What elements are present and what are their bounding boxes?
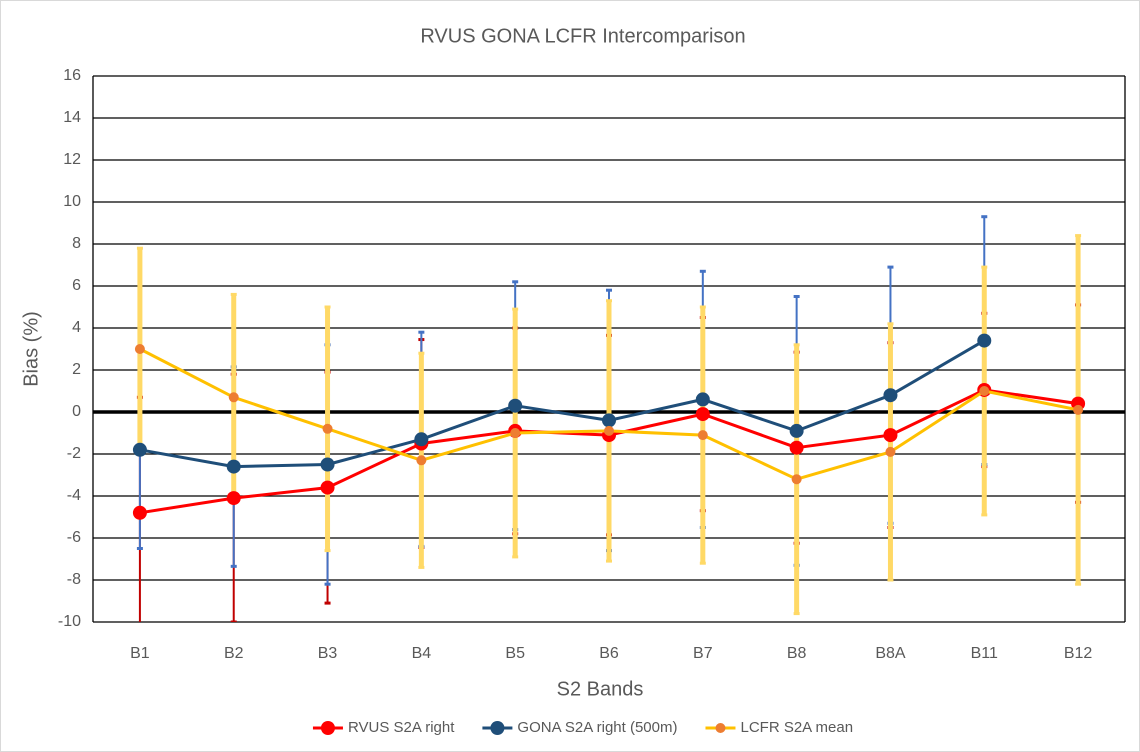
data-point <box>132 442 147 457</box>
y-tick-label: -4 <box>67 487 81 504</box>
legend-item: LCFR S2A mean <box>705 719 853 736</box>
x-tick-label: B5 <box>505 645 525 662</box>
data-point <box>604 425 614 436</box>
y-tick-label: -8 <box>67 571 81 588</box>
data-point <box>791 474 802 485</box>
y-tick-label: -2 <box>67 445 81 462</box>
data-point <box>226 459 241 474</box>
data-point <box>508 398 523 413</box>
data-point <box>416 455 427 466</box>
data-point <box>695 392 710 407</box>
x-tick-label: B12 <box>1064 645 1093 662</box>
y-tick-label: -6 <box>67 529 81 546</box>
x-tick-label: B2 <box>224 645 244 662</box>
x-tick-label: B7 <box>693 645 713 662</box>
legend-label: LCFR S2A mean <box>740 719 853 736</box>
data-point <box>789 440 804 455</box>
y-tick-label: 10 <box>63 193 81 210</box>
plot-area <box>132 215 1086 622</box>
x-tick-label: B6 <box>599 645 619 662</box>
data-point <box>697 430 708 441</box>
legend-marker <box>320 721 335 735</box>
legend-label: RVUS S2A right <box>348 719 455 736</box>
x-tick-label: B1 <box>130 645 150 662</box>
data-point <box>1073 404 1084 415</box>
data-point <box>320 480 335 495</box>
y-tick-label: 0 <box>72 403 81 420</box>
legend: RVUS S2A right GONA S2A right (500m) LCFR … <box>312 719 853 736</box>
data-point <box>977 333 992 348</box>
x-tick-label: B4 <box>412 645 432 662</box>
y-tick-label: 12 <box>63 151 81 168</box>
data-point <box>322 423 333 434</box>
data-point <box>885 446 896 457</box>
x-tick-label: B3 <box>318 645 338 662</box>
chart-title: RVUS GONA LCFR Intercomparison <box>420 25 745 47</box>
y-axis-title: Bias (%) <box>20 311 42 387</box>
y-tick-label: -10 <box>58 613 81 630</box>
data-point <box>226 491 241 506</box>
y-tick-label: 6 <box>72 277 81 294</box>
x-axis-title: S2 Bands <box>557 678 644 700</box>
x-tick-label: B11 <box>971 645 998 662</box>
data-point <box>228 392 239 403</box>
data-point <box>979 386 990 396</box>
y-tick-label: 2 <box>72 361 81 378</box>
data-point <box>134 344 145 354</box>
data-point <box>414 432 429 447</box>
y-tick-label: 14 <box>63 109 81 126</box>
x-tick-label: B8 <box>787 645 807 662</box>
series-line <box>139 339 986 469</box>
y-tick-label: 8 <box>72 235 81 252</box>
legend-label: GONA S2A right (500m) <box>517 719 677 736</box>
legend-marker <box>490 721 505 735</box>
legend-marker <box>715 723 726 733</box>
legend-item: GONA S2A right (500m) <box>482 719 677 736</box>
legend-item: RVUS S2A right <box>312 719 455 736</box>
y-tick-label: 16 <box>63 67 81 84</box>
data-point <box>695 407 710 422</box>
data-point <box>132 505 147 520</box>
data-point <box>602 413 616 428</box>
data-point <box>883 428 898 443</box>
x-tick-label: B8A <box>875 645 906 662</box>
y-tick-label: 4 <box>72 319 81 336</box>
data-point <box>883 388 898 403</box>
data-point <box>789 423 804 438</box>
data-point <box>510 428 521 438</box>
data-point <box>320 457 335 472</box>
